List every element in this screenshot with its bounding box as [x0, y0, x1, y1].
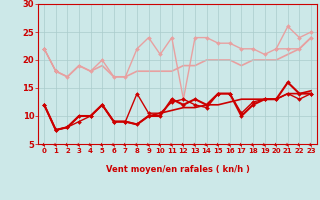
- X-axis label: Vent moyen/en rafales ( kn/h ): Vent moyen/en rafales ( kn/h ): [106, 165, 250, 174]
